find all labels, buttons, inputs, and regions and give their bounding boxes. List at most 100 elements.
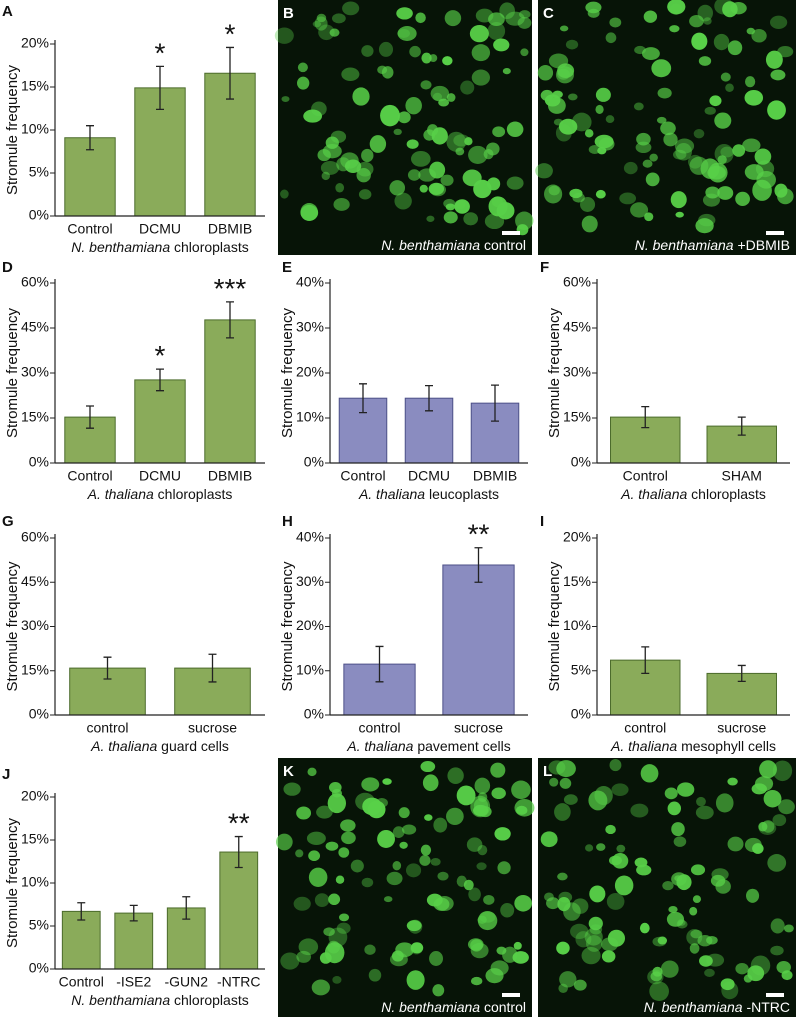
chloroplast bbox=[549, 777, 559, 787]
x-tick-label: -GUN2 bbox=[164, 974, 208, 990]
chloroplast bbox=[382, 778, 392, 785]
chloroplast bbox=[307, 767, 317, 777]
chloroplast bbox=[502, 67, 511, 75]
chloroplast bbox=[535, 163, 553, 179]
caption-species: N. benthamiana bbox=[381, 999, 480, 1015]
chloroplast bbox=[319, 952, 332, 964]
chloroplast bbox=[311, 979, 330, 996]
significance: *** bbox=[214, 273, 247, 304]
y-tick-label: 30% bbox=[21, 617, 49, 633]
error-bar bbox=[208, 653, 217, 683]
y-tick-label: 15% bbox=[21, 409, 49, 425]
chloroplast bbox=[317, 149, 331, 162]
panel-letter: H bbox=[282, 513, 293, 530]
chloroplast bbox=[491, 787, 506, 799]
chloroplast bbox=[715, 879, 731, 894]
y-axis-label: Stromule frequency bbox=[546, 561, 563, 692]
chloroplast bbox=[488, 12, 505, 26]
chloroplast bbox=[314, 893, 330, 907]
caption-treatment: -NTRC bbox=[746, 999, 790, 1015]
chloroplast bbox=[440, 174, 454, 186]
chloroplast bbox=[695, 805, 714, 820]
chloroplast bbox=[514, 799, 535, 817]
chloroplast bbox=[765, 50, 783, 69]
chloroplast bbox=[756, 170, 776, 189]
chloroplast bbox=[699, 955, 713, 967]
chloroplast bbox=[420, 760, 436, 773]
y-tick-label: 30% bbox=[21, 364, 49, 380]
chloroplast bbox=[732, 144, 746, 157]
chloroplast bbox=[483, 149, 494, 160]
significance: * bbox=[155, 37, 166, 68]
y-tick-label: 20% bbox=[296, 364, 324, 380]
chloroplast bbox=[689, 156, 709, 175]
chloroplast bbox=[727, 777, 738, 786]
chloroplast bbox=[336, 922, 351, 934]
bar-chart: F Stromule frequency 0% 15% 30% 45% 60% Control… bbox=[540, 259, 790, 502]
chloroplast bbox=[677, 919, 686, 926]
chloroplast bbox=[644, 212, 654, 222]
bar bbox=[174, 667, 251, 716]
x-axis-label: A. thaliana guard cells bbox=[90, 738, 229, 754]
chloroplast bbox=[275, 833, 293, 851]
chloroplast bbox=[581, 946, 601, 965]
scale-bar bbox=[766, 231, 784, 235]
chloroplast bbox=[463, 879, 474, 891]
chloroplast bbox=[588, 916, 603, 931]
chloroplast bbox=[595, 104, 604, 114]
x-tick-label: control bbox=[624, 720, 666, 736]
chloroplast bbox=[475, 8, 494, 23]
chloroplast bbox=[686, 928, 703, 946]
chloroplast bbox=[494, 827, 511, 841]
chloroplast bbox=[696, 796, 706, 807]
panel-letter: F bbox=[540, 259, 549, 276]
y-tick-label: 0% bbox=[304, 454, 324, 470]
chloroplast bbox=[361, 877, 374, 888]
chloroplast bbox=[378, 41, 394, 57]
y-tick-label: 0% bbox=[29, 960, 49, 976]
x-tick-label: -NTRC bbox=[217, 974, 261, 990]
y-tick-label: 0% bbox=[571, 706, 591, 722]
chloroplast bbox=[714, 0, 733, 15]
chloroplast bbox=[717, 186, 734, 200]
bar bbox=[114, 912, 154, 970]
chloroplast bbox=[428, 182, 445, 196]
chloroplast bbox=[421, 52, 432, 64]
bar bbox=[61, 910, 101, 970]
chloroplast bbox=[478, 806, 492, 818]
chloroplast bbox=[772, 814, 787, 827]
chloroplast bbox=[557, 872, 568, 881]
chloroplast bbox=[473, 179, 492, 199]
chloroplast bbox=[657, 936, 668, 945]
chloroplast bbox=[671, 822, 685, 837]
chloroplast bbox=[409, 45, 421, 58]
chloroplast bbox=[312, 20, 322, 28]
x-label-species: N. benthamiana bbox=[71, 992, 170, 1008]
error-bar bbox=[156, 368, 164, 392]
x-tick-label: DBMIB bbox=[208, 221, 252, 237]
chloroplast bbox=[673, 149, 687, 160]
y-tick-label: 60% bbox=[21, 274, 49, 290]
chloroplast bbox=[557, 68, 571, 80]
x-axis-label: A. thaliana pavement cells bbox=[346, 738, 510, 754]
scale-bar bbox=[502, 231, 520, 235]
chloroplast bbox=[321, 171, 330, 181]
x-tick-label: DBMIB bbox=[473, 468, 517, 484]
y-tick-label: 20% bbox=[21, 788, 49, 804]
error-bar bbox=[234, 835, 243, 869]
y-tick-label: 45% bbox=[21, 573, 49, 589]
x-tick-label: sucrose bbox=[188, 720, 237, 736]
chloroplast bbox=[605, 824, 616, 835]
x-label-text: chloroplasts bbox=[174, 992, 249, 1008]
x-tick-label: Control bbox=[67, 468, 112, 484]
chloroplast bbox=[300, 204, 319, 221]
chloroplast bbox=[491, 196, 503, 208]
chloroplast bbox=[563, 794, 578, 805]
chloroplast bbox=[455, 147, 465, 156]
chloroplast bbox=[393, 128, 402, 136]
chloroplast bbox=[704, 106, 716, 115]
chloroplast bbox=[397, 28, 410, 39]
chloroplast bbox=[778, 799, 795, 815]
x-tick-label: -ISE2 bbox=[116, 974, 151, 990]
